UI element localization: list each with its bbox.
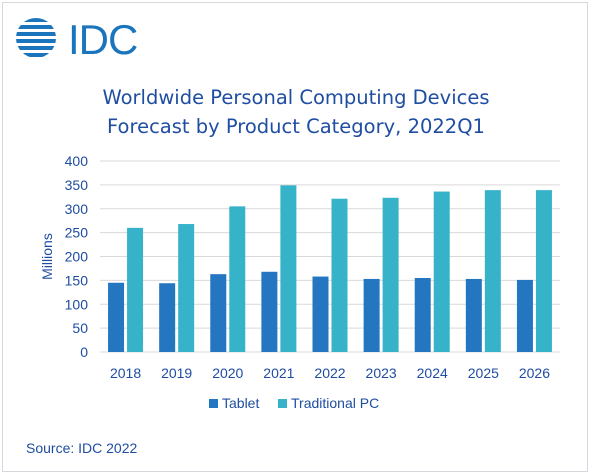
x-tick-label: 2026 [519,365,550,381]
x-tick-label: 2020 [212,365,243,381]
bar-traditional-pc [535,190,552,352]
chart-title-line-2: Forecast by Product Category, 2022Q1 [107,115,485,138]
globe-icon [16,18,56,57]
x-tick-label: 2019 [161,365,192,381]
chart-title-line-1: Worldwide Personal Computing Devices [102,86,490,109]
bar-traditional-pc [382,197,399,352]
legend-label: Traditional PC [291,395,379,411]
bar-traditional-pc [280,185,297,352]
bar-traditional-pc [127,227,144,352]
x-tick-label: 2025 [468,365,499,381]
bar-traditional-pc [229,206,246,352]
bar-traditional-pc [433,191,450,352]
x-tick-label: 2023 [366,365,397,381]
y-tick-label: 200 [65,249,89,265]
x-tick-label: 2024 [417,365,448,381]
bar-tablet [414,277,431,352]
bar-tablet [108,282,125,352]
bar-tablet [312,276,329,352]
y-tick-label: 400 [65,153,89,169]
bar-traditional-pc [178,224,195,352]
y-tick-label: 250 [65,225,89,241]
bar-traditional-pc [331,198,348,352]
x-tick-label: 2022 [314,365,345,381]
y-tick-label: 150 [65,272,89,288]
bar-tablet [465,278,482,352]
bar-tablet [261,271,278,352]
legend-swatch [278,399,287,408]
bar-tablet [210,274,227,352]
y-tick-label: 300 [65,201,89,217]
bar-traditional-pc [484,190,501,352]
y-tick-label: 100 [65,296,89,312]
y-axis-label: Millions [39,233,55,280]
bar-tablet [363,278,380,352]
source-note: Source: IDC 2022 [26,440,138,456]
legend-label: Tablet [222,395,259,411]
y-tick-label: 0 [80,344,88,360]
logo-text: IDC [68,16,138,63]
legend-swatch [209,399,218,408]
y-tick-label: 350 [65,177,89,193]
x-tick-label: 2018 [110,365,141,381]
x-tick-label: 2021 [263,365,294,381]
y-tick-label: 50 [72,320,88,336]
idc-logo: IDC [14,16,146,62]
bar-tablet [516,279,533,352]
bar-tablet [159,283,176,352]
